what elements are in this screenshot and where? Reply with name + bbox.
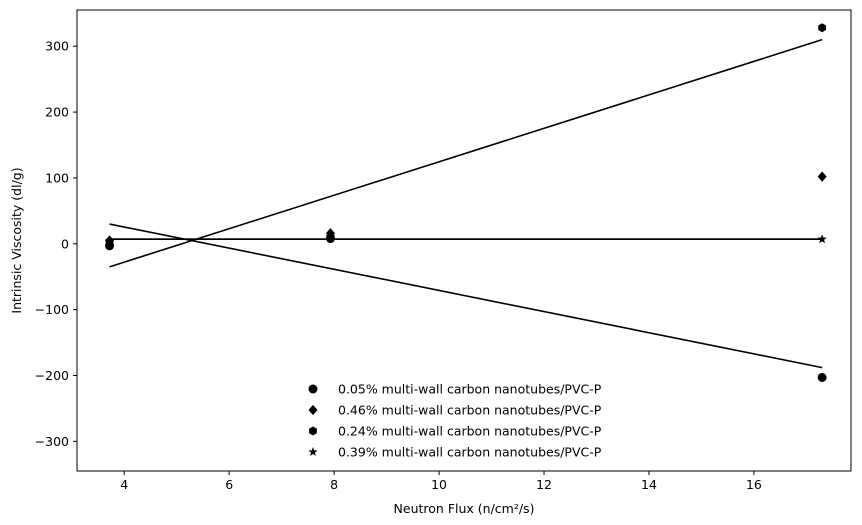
data-point-series-4-1 xyxy=(104,236,115,246)
fit-line-series-3 xyxy=(109,38,823,268)
y-tick-label: 300 xyxy=(45,39,69,54)
x-tick-label: 8 xyxy=(330,477,338,492)
data-point-series-4-3 xyxy=(817,234,827,244)
data-point-series-2-3 xyxy=(817,171,827,182)
legend-label-2: 0.46% multi-wall carbon nanotubes/PVC-P xyxy=(338,403,602,418)
legend-label-1: 0.05% multi-wall carbon nanotubes/PVC-P xyxy=(338,382,602,397)
legend-label-3: 0.24% multi-wall carbon nanotubes/PVC-P xyxy=(338,424,602,439)
x-tick-label: 6 xyxy=(225,477,233,492)
y-tick-label: 100 xyxy=(45,170,69,185)
fit-line-series-1 xyxy=(109,223,823,369)
data-points xyxy=(104,23,827,382)
y-tick-label: −300 xyxy=(35,434,69,449)
legend-marker-1 xyxy=(308,384,318,394)
plot-frame xyxy=(76,9,852,472)
legend-label-4: 0.39% multi-wall carbon nanotubes/PVC-P xyxy=(338,445,602,460)
y-axis-ticks: −300 −200 −100 0 100 200 300 xyxy=(35,39,77,449)
y-tick-label: −200 xyxy=(35,368,69,383)
fit-lines xyxy=(109,38,823,369)
y-tick-label: −100 xyxy=(35,302,69,317)
legend-marker-2 xyxy=(308,404,318,416)
x-tick-label: 10 xyxy=(431,477,447,492)
x-tick-label: 16 xyxy=(746,477,762,492)
legend: 0.05% multi-wall carbon nanotubes/PVC-P 0… xyxy=(308,382,602,460)
y-axis-label: Intrinsic Viscosity (dl/g) xyxy=(9,167,24,313)
x-axis-label: Neutron Flux (n/cm²/s) xyxy=(394,501,535,516)
y-tick-label: 200 xyxy=(45,105,69,120)
x-tick-label: 12 xyxy=(536,477,552,492)
y-tick-label: 0 xyxy=(61,236,69,251)
data-point-series-1-3 xyxy=(817,372,827,382)
data-point-series-4-2 xyxy=(325,232,336,242)
x-tick-label: 14 xyxy=(641,477,657,492)
data-point-series-3-3 xyxy=(818,23,827,33)
legend-marker-3 xyxy=(309,426,317,436)
x-tick-label: 4 xyxy=(120,477,128,492)
x-axis-ticks: 4 6 8 10 12 14 16 xyxy=(120,471,762,492)
legend-marker-4 xyxy=(308,447,318,456)
